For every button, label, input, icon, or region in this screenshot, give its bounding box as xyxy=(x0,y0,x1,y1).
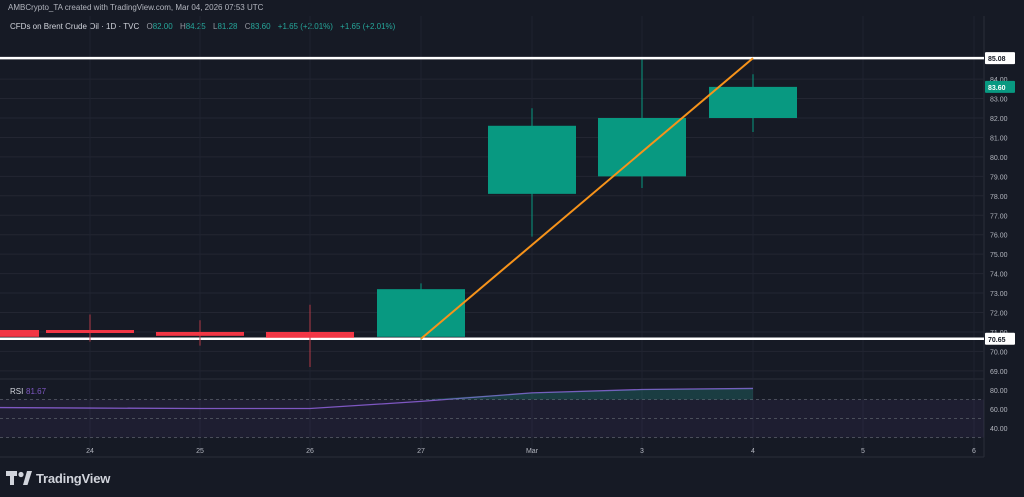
candle-body xyxy=(377,289,465,337)
price-label-badge xyxy=(985,332,1015,345)
currency-code: USD xyxy=(992,24,1007,31)
price-tick-label: 69.00 xyxy=(990,369,1008,376)
candle-body xyxy=(709,86,797,118)
attribution-text: AMBCrypto_TA created with TradingView.co… xyxy=(8,3,264,12)
candle-body xyxy=(0,330,39,337)
price-label-badge xyxy=(985,80,1015,93)
low-value: 81.28 xyxy=(217,22,238,31)
rsi-title: RSI xyxy=(10,387,23,396)
time-tick-label: 25 xyxy=(196,448,204,455)
price-tick-label: 71.00 xyxy=(990,330,1008,337)
time-tick-label: 3 xyxy=(640,448,644,455)
time-tick-label: 6 xyxy=(972,448,976,455)
high-value: 84.25 xyxy=(185,22,206,31)
time-tick-label: Mar xyxy=(526,448,539,455)
currency-unit: BLL xyxy=(993,34,1006,41)
open-key: O xyxy=(146,22,153,31)
change-value-2: +1.65 (+2.01%) xyxy=(340,22,396,31)
open-value: 82.00 xyxy=(152,22,173,31)
price-tick-label: 80.00 xyxy=(990,155,1008,162)
time-tick-label: 26 xyxy=(306,448,314,455)
tradingview-logo-icon xyxy=(6,471,32,485)
tradingview-logo: TradingView xyxy=(6,467,110,489)
price-tick-label: 77.00 xyxy=(990,213,1008,220)
rsi-value: 81.67 xyxy=(26,387,47,396)
rsi-tick-label: 60.00 xyxy=(990,407,1008,414)
price-label-text: 70.65 xyxy=(988,337,1006,344)
rsi-band xyxy=(0,399,984,438)
rsi-tick-label: 40.00 xyxy=(990,426,1008,433)
candle-body xyxy=(156,331,244,336)
candle-body xyxy=(266,331,354,338)
price-tick-label: 72.00 xyxy=(990,311,1008,318)
time-tick-label: 24 xyxy=(86,448,94,455)
price-tick-label: 79.00 xyxy=(990,174,1008,181)
time-tick-label: 5 xyxy=(861,448,865,455)
low-key: L xyxy=(213,22,218,31)
price-tick-label: 78.00 xyxy=(990,194,1008,201)
price-tick-label: 83.00 xyxy=(990,97,1008,104)
price-label-text: 83.60 xyxy=(988,85,1006,92)
rsi-overbought-fill xyxy=(421,388,753,400)
price-label-text: 85.08 xyxy=(988,56,1006,63)
price-tick-label: 70.00 xyxy=(990,349,1008,356)
brand-name: TradingView xyxy=(36,470,111,486)
price-tick-label: 75.00 xyxy=(990,252,1008,259)
trendline xyxy=(420,57,754,340)
time-tick-label: 4 xyxy=(751,448,755,455)
candle-body xyxy=(598,118,686,177)
price-tick-label: 74.00 xyxy=(990,272,1008,279)
close-value: 83.60 xyxy=(250,22,271,31)
rsi-line xyxy=(0,387,754,410)
price-tick-label: 76.00 xyxy=(990,233,1008,240)
candle-body xyxy=(46,330,134,334)
time-tick-label: 27 xyxy=(417,448,425,455)
change-value: +1.65 (+2.01%) xyxy=(277,22,333,31)
price-axis-panel xyxy=(984,16,1024,457)
symbol-name[interactable]: CFDs on Brent Crude Oil · 1D · TVC xyxy=(10,22,140,31)
price-label-badge xyxy=(985,52,1015,65)
high-key: H xyxy=(179,22,186,31)
close-key: C xyxy=(244,22,251,31)
price-tick-label: 82.00 xyxy=(990,116,1008,123)
rsi-tick-label: 80.00 xyxy=(990,388,1008,395)
candle-body xyxy=(488,125,576,194)
price-tick-label: 81.00 xyxy=(990,135,1008,142)
currency-selector[interactable]: USD BLL xyxy=(986,18,1013,52)
price-tick-label: 84.00 xyxy=(990,77,1008,84)
price-tick-label: 73.00 xyxy=(990,291,1008,298)
symbol-legend: CFDs on Brent Crude Oil · 1D · TVC O82.0… xyxy=(10,22,395,31)
